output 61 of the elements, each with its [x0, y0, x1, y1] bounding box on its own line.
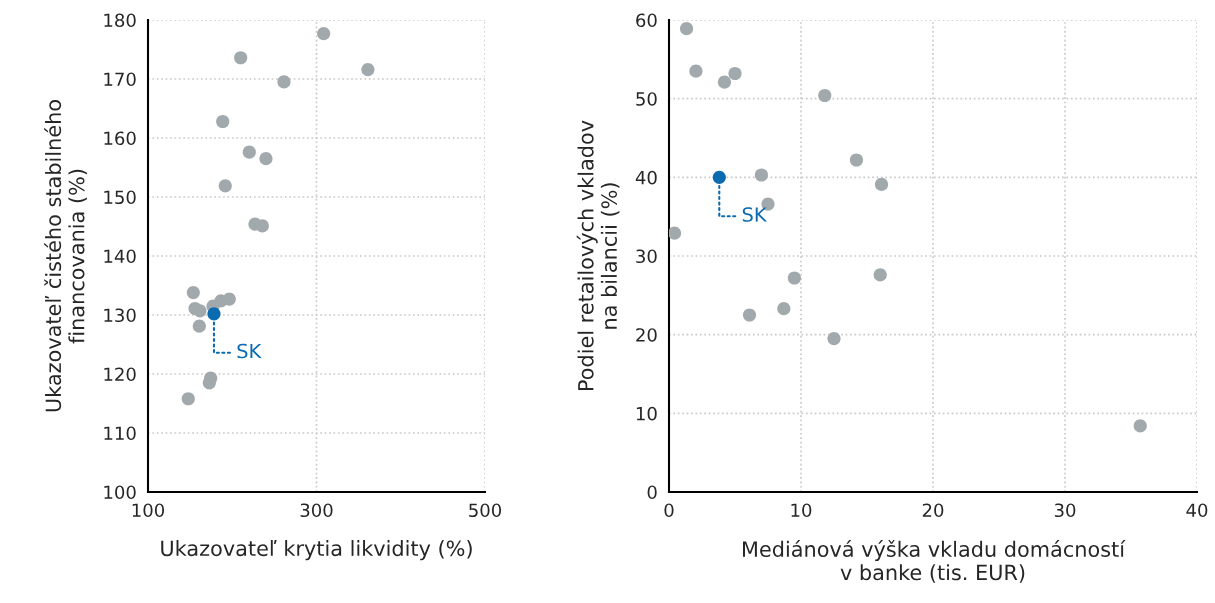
- point: [754, 168, 768, 182]
- y-tick-label: 120: [104, 367, 136, 382]
- y-tick-label: 140: [104, 249, 136, 264]
- y-axis-title: Podiel retailových vkladov na bilancii (%): [576, 120, 620, 391]
- point: [181, 392, 195, 406]
- point: [207, 307, 221, 321]
- x-tick-label: 10: [791, 503, 812, 518]
- point: [717, 75, 732, 89]
- x-tick-label: 40: [1186, 503, 1208, 518]
- point: [712, 170, 726, 184]
- point: [742, 308, 757, 322]
- x-axis-title: Mediánová výška vkladu domácností v banke (tis. EUR): [743, 540, 1126, 583]
- point: [777, 302, 791, 316]
- point: [679, 22, 694, 36]
- point: [689, 64, 703, 78]
- point: [818, 88, 832, 103]
- y-axis-title: Ukazovateľ čistého stabilného financovania (%): [44, 100, 87, 412]
- y-tick-label: 130: [104, 308, 136, 323]
- point: [827, 332, 841, 346]
- y-tick-label: 100: [104, 485, 136, 500]
- point: [317, 26, 331, 41]
- x-tick-label: 100: [132, 503, 165, 518]
- x-tick-label: 500: [469, 503, 502, 518]
- point: [218, 179, 232, 193]
- point: [242, 145, 256, 159]
- y-tick-label: 0: [647, 485, 657, 500]
- annotation: SK: [237, 343, 262, 359]
- y-tick-label: 110: [104, 426, 136, 441]
- point: [849, 153, 864, 167]
- point: [222, 292, 236, 306]
- y-tick-label: 160: [104, 131, 136, 146]
- y-tick-label: 180: [104, 13, 136, 28]
- x-tick-label: 30: [1054, 503, 1076, 518]
- point: [728, 66, 742, 81]
- x-tick-label: 20: [922, 503, 944, 518]
- point: [234, 51, 248, 65]
- y-tick-label: 20: [636, 328, 657, 342]
- point: [192, 319, 206, 333]
- point: [259, 152, 273, 166]
- point: [669, 226, 682, 240]
- x-axis-title: Ukazovateľ krytia likvidity (%): [161, 540, 472, 561]
- y-tick-label: 170: [104, 72, 136, 87]
- y-tick-label: 150: [104, 190, 136, 205]
- point: [193, 304, 207, 318]
- point: [186, 285, 200, 300]
- point: [277, 75, 291, 89]
- point: [874, 177, 889, 191]
- point: [787, 271, 801, 285]
- y-tick-label: 30: [636, 249, 657, 264]
- annotation: SK: [742, 207, 768, 222]
- point: [216, 114, 230, 129]
- x-tick-label: 0: [664, 503, 674, 518]
- y-tick-label: 50: [636, 92, 657, 106]
- point: [1133, 419, 1147, 433]
- y-tick-label: 40: [635, 170, 657, 185]
- point: [361, 62, 375, 77]
- point: [873, 268, 887, 282]
- point: [255, 219, 269, 233]
- x-tick-label: 300: [300, 503, 333, 518]
- y-tick-label: 60: [636, 13, 657, 28]
- y-tick-label: 10: [636, 406, 657, 421]
